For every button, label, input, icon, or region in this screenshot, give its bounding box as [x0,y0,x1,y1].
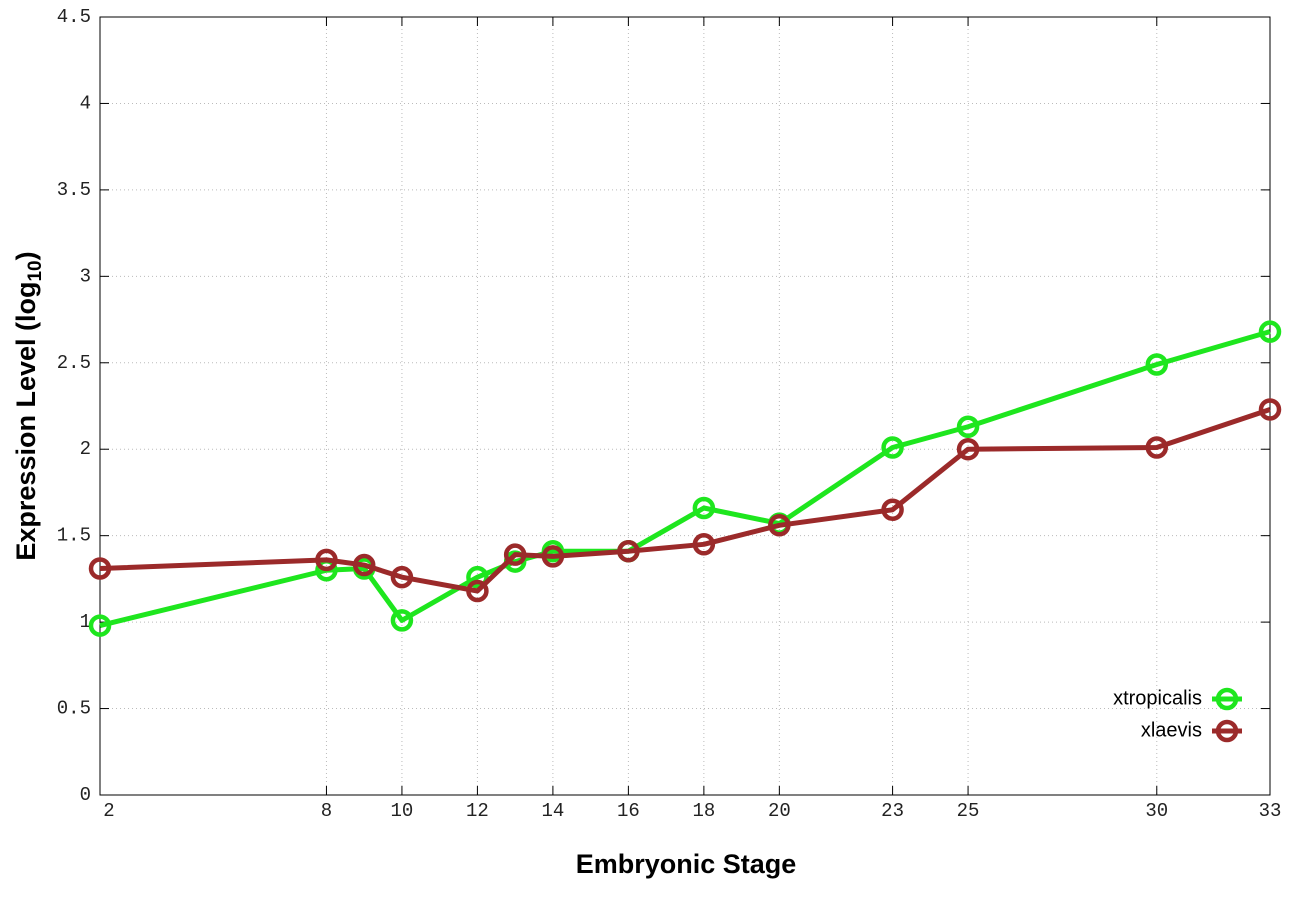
data-point [956,437,980,461]
data-point [1258,398,1282,421]
y-tick-label: 0 [80,784,91,806]
y-tick-label: 4 [80,92,91,114]
x-tick-label: 25 [957,800,980,822]
y-tick-label: 0.5 [57,698,91,720]
legend-label: xlaevis [1141,719,1202,741]
x-axis-title: Embryonic Stage [576,849,797,879]
plot-frame [99,16,1271,796]
data-point [692,533,716,556]
x-tick-label: 18 [692,800,715,822]
y-tick-label: 2 [80,438,91,460]
x-tick-label: 12 [466,800,489,822]
y-axis-title-sub: 10 [25,260,46,281]
x-tick-label: 8 [321,800,332,822]
data-point [503,543,527,566]
data-point [541,545,565,568]
data-point [390,565,414,589]
y-tick-label: 4.5 [57,6,91,28]
series-line [99,407,1271,594]
y-tick-label: 1 [80,611,91,633]
y-tick-label: 3.5 [57,179,91,201]
x-tick-label: 33 [1259,800,1282,822]
data-point [881,498,904,521]
x-tick-label: 30 [1145,800,1168,822]
data-point [1258,320,1282,343]
legend-marker [1215,719,1239,743]
y-tick-label: 2.5 [57,352,91,374]
y-axis-title: Expression Level (log10) [11,251,46,560]
data-point [390,609,414,632]
data-point [88,614,112,637]
x-tick-label: 23 [881,800,904,822]
x-tick-label: 16 [617,800,640,822]
data-point [956,415,980,438]
y-axis-title-end: ) [11,251,41,260]
data-point [1145,353,1169,376]
data-point [617,539,640,563]
data-point [1145,436,1169,459]
data-point [692,496,716,520]
x-tick-label: 2 [103,800,114,822]
data-point [466,565,489,589]
x-tick-label: 14 [541,800,564,822]
y-axis-title-main: Expression Level (log [11,282,41,561]
data-point [466,579,489,603]
y-tick-label: 3 [80,265,91,287]
data-point [352,553,376,577]
data-point [881,436,904,459]
x-tick-label: 10 [391,800,414,822]
legend-marker [1215,687,1239,711]
data-point [768,514,791,537]
data-point [315,548,338,572]
y-tick-label: 1.5 [57,525,91,547]
x-tick-label: 20 [768,800,791,822]
legend-label: xtropicalis [1113,687,1202,709]
data-point [88,557,112,580]
